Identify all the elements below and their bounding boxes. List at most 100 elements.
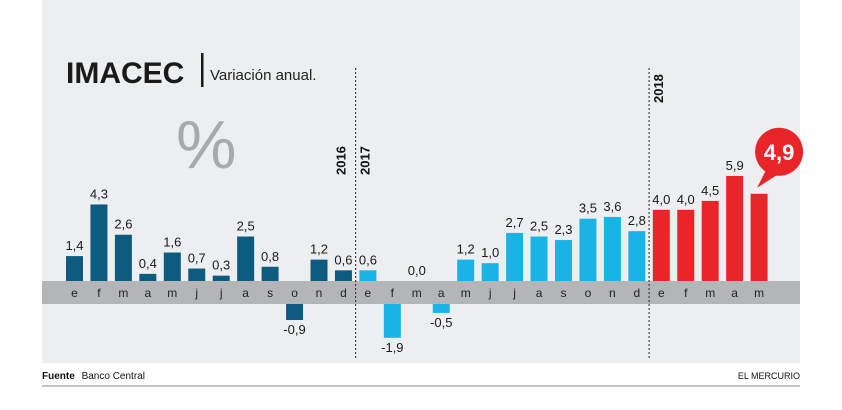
category-label-9: o [291, 286, 298, 300]
value-label-1: 4,3 [90, 186, 108, 201]
bar-28 [750, 193, 768, 281]
value-label-7: 2,5 [237, 219, 255, 234]
value-label-14: 0,0 [408, 263, 426, 278]
bar-6 [212, 275, 230, 281]
value-label-2: 2,6 [114, 217, 132, 232]
bar-13 [383, 304, 401, 338]
bar-16 [457, 259, 475, 281]
value-label-5: 0,7 [188, 251, 206, 266]
category-label-17: j [488, 286, 492, 300]
value-label-13: -1,9 [381, 340, 403, 355]
percent-symbol: % [176, 107, 236, 183]
category-label-8: s [267, 286, 273, 300]
bar-11 [334, 270, 352, 281]
category-label-23: d [634, 286, 641, 300]
bar-12 [359, 270, 377, 281]
value-label-10: 1,2 [310, 242, 328, 257]
highlight-value: 4,9 [764, 140, 795, 165]
category-label-0: e [71, 286, 78, 300]
chart-background [42, 0, 800, 363]
category-label-7: a [242, 286, 249, 300]
bar-23 [628, 231, 646, 281]
publisher-credit: EL MERCURIO [738, 371, 800, 381]
highlight-badge [755, 127, 804, 176]
category-label-19: a [536, 286, 543, 300]
value-label-11: 0,6 [334, 252, 352, 267]
category-label-4: m [167, 286, 177, 300]
category-label-10: n [316, 286, 323, 300]
bar-9 [286, 304, 304, 321]
value-label-17: 1,0 [481, 245, 499, 260]
category-label-3: a [145, 286, 152, 300]
category-label-20: s [561, 286, 567, 300]
value-label-8: 0,8 [261, 249, 279, 264]
value-label-23: 2,8 [628, 213, 646, 228]
category-label-21: o [585, 286, 592, 300]
category-label-15: a [438, 286, 445, 300]
value-label-27: 5,9 [726, 158, 744, 173]
category-label-2: m [118, 286, 128, 300]
category-label-25: f [684, 286, 688, 300]
year-label-2017-top: 2017 [358, 146, 373, 175]
category-label-1: f [97, 286, 101, 300]
bar-0 [66, 256, 83, 281]
bar-17 [481, 263, 499, 281]
category-label-26: m [705, 286, 715, 300]
bar-2 [114, 234, 132, 281]
source-note: Fuente Banco Central [42, 371, 145, 382]
bar-22 [603, 216, 621, 281]
bar-19 [530, 236, 548, 281]
value-label-22: 3,6 [603, 199, 621, 214]
chart-title: IMACEC [66, 57, 184, 90]
year-label-2016: 2016 [333, 146, 348, 175]
category-label-18: j [512, 286, 516, 300]
bar-10 [310, 259, 328, 281]
category-label-28: m [754, 286, 764, 300]
bar-21 [579, 218, 597, 281]
value-label-12: 0,6 [359, 252, 377, 267]
value-label-9: -0,9 [283, 322, 305, 337]
category-label-13: f [391, 286, 395, 300]
category-label-12: e [365, 286, 372, 300]
value-label-4: 1,6 [163, 235, 181, 250]
bar-5 [188, 268, 206, 281]
axis-band [42, 281, 800, 304]
bar-1 [90, 204, 108, 281]
chart-subtitle: Variación anual. [210, 67, 316, 84]
category-label-5: j [194, 286, 198, 300]
category-label-27: a [731, 286, 738, 300]
bar-8 [261, 266, 279, 281]
value-label-6: 0,3 [212, 258, 230, 273]
title-divider [201, 53, 204, 87]
value-label-25: 4,0 [677, 192, 695, 207]
year-label-2018: 2018 [651, 74, 666, 103]
bars-group: 1,4 e 4,3 f 2,6 m 0,4 a 1,6 m 0,7 j 0,3 j 2,5 a 0,8 s -0,9… [65, 68, 804, 360]
value-label-21: 3,5 [579, 201, 597, 216]
value-label-16: 1,2 [457, 242, 475, 257]
source-value: Banco Central [82, 371, 145, 382]
bar-20 [555, 240, 572, 281]
bar-4 [163, 252, 181, 281]
bar-26 [701, 200, 719, 281]
value-label-15: -0,5 [430, 315, 452, 330]
bar-24 [652, 209, 670, 281]
value-label-26: 4,5 [701, 183, 719, 198]
value-label-3: 0,4 [139, 256, 157, 271]
bar-3 [139, 273, 157, 281]
category-label-24: e [658, 286, 665, 300]
category-label-14: m [412, 286, 422, 300]
value-label-24: 4,0 [652, 192, 670, 207]
value-label-20: 2,3 [554, 222, 572, 237]
value-label-0: 1,4 [65, 238, 83, 253]
bar-7 [237, 236, 255, 281]
bar-25 [677, 209, 695, 281]
category-label-6: j [219, 286, 223, 300]
bar-18 [506, 232, 524, 281]
category-label-22: n [609, 286, 616, 300]
category-label-11: d [340, 286, 347, 300]
bar-27 [726, 175, 744, 281]
category-label-16: m [461, 286, 471, 300]
value-label-18: 2,7 [506, 215, 524, 230]
